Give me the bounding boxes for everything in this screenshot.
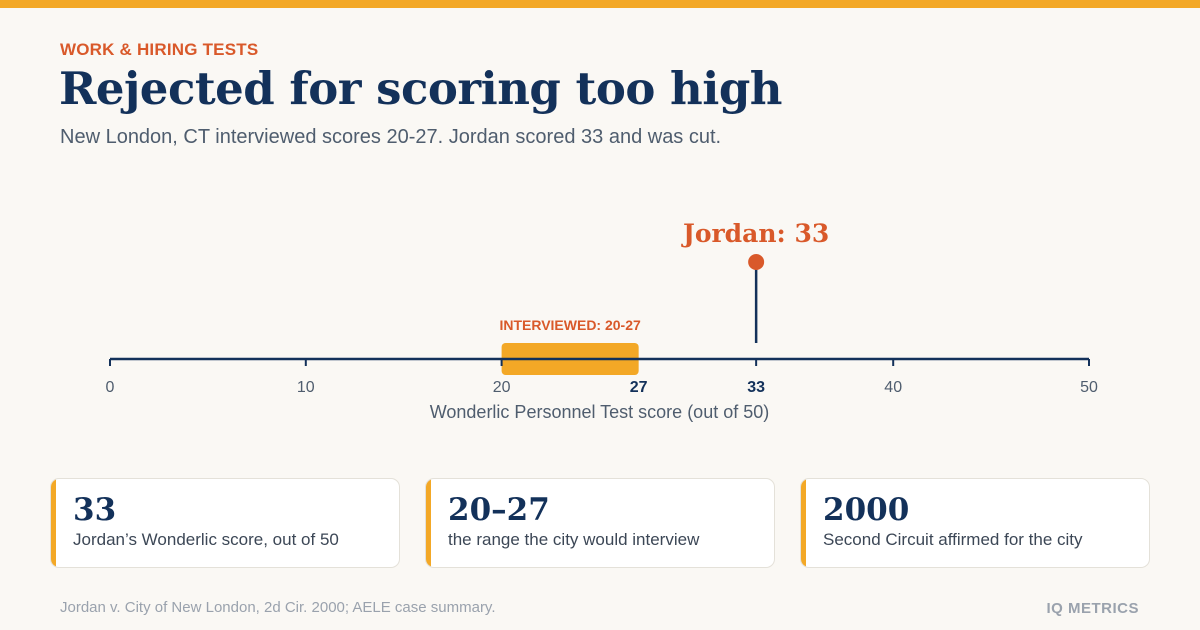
stat-description: Second Circuit affirmed for the city xyxy=(823,530,1083,549)
stat-cards: 33 Jordan’s Wonderlic score, out of 50 2… xyxy=(50,478,1150,568)
page-title: Rejected for scoring too high xyxy=(59,62,783,115)
tick-label: 40 xyxy=(884,379,902,396)
source-note: Jordan v. City of New London, 2d Cir. 20… xyxy=(60,599,496,616)
score-chart: INTERVIEWED: 20-27 0 10 20 27 33 40 50 Wonderlic… xyxy=(106,219,1098,422)
tick-label: 27 xyxy=(630,379,648,396)
stat-value: 33 xyxy=(73,492,117,528)
brand-logo-text: IQ METRICS xyxy=(1046,600,1139,617)
card-accent xyxy=(51,479,56,567)
stat-value: 20–27 xyxy=(448,492,550,528)
tick-label: 0 xyxy=(106,379,115,396)
tick-label: 50 xyxy=(1080,379,1098,396)
tick-label: 33 xyxy=(747,379,765,396)
card-accent xyxy=(426,479,431,567)
stat-description: Jordan’s Wonderlic score, out of 50 xyxy=(73,530,339,549)
x-axis-label: Wonderlic Personnel Test score (out of 5… xyxy=(430,402,770,422)
stat-card-score: 33 Jordan’s Wonderlic score, out of 50 xyxy=(50,478,400,568)
eyebrow-label: WORK & HIRING TESTS xyxy=(60,40,259,59)
stat-card-year: 2000 Second Circuit affirmed for the cit… xyxy=(800,478,1150,568)
stat-value: 2000 xyxy=(823,492,910,528)
tick-label: 10 xyxy=(297,379,315,396)
marker-label: Jordan: 33 xyxy=(681,219,829,248)
marker-dot xyxy=(748,254,765,270)
stat-description: the range the city would interview xyxy=(448,530,700,549)
page-subtitle: New London, CT interviewed scores 20-27.… xyxy=(60,126,722,148)
top-accent-bar xyxy=(0,0,1200,8)
range-label: INTERVIEWED: 20-27 xyxy=(499,317,641,333)
tick-label: 20 xyxy=(493,379,511,396)
card-accent xyxy=(801,479,806,567)
stat-card-range: 20–27 the range the city would interview xyxy=(425,478,775,568)
